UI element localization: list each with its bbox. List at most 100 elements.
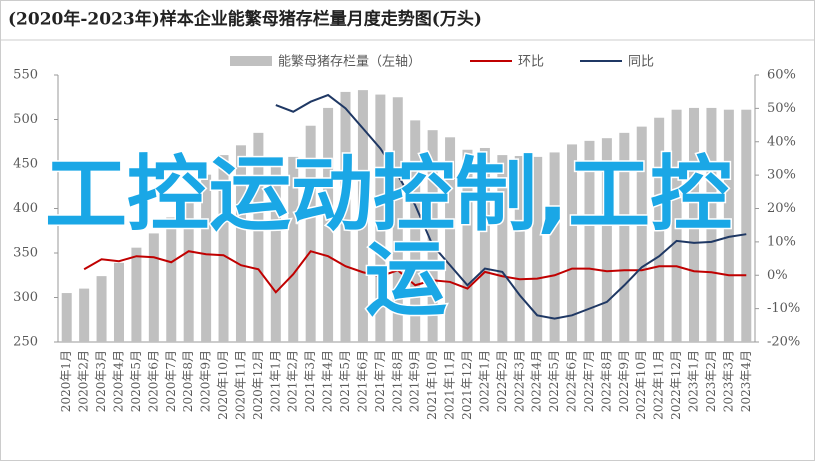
bar <box>689 107 700 343</box>
x-tick-label: 2021年2月 <box>286 350 300 412</box>
y2-tick-label: 0% <box>767 268 788 283</box>
bar <box>79 288 90 342</box>
line <box>83 250 747 294</box>
x-tick-label: 2021年10月 <box>425 350 439 420</box>
y-tick-label: 450 <box>13 157 38 172</box>
x-tick-label: 2022年10月 <box>634 350 648 420</box>
x-tick-label: 2020年7月 <box>164 350 178 412</box>
bar <box>201 174 212 342</box>
bar <box>654 117 665 342</box>
bar <box>270 156 281 342</box>
x-tick-label: 2021年12月 <box>460 350 474 420</box>
x-tick-label: 2021年7月 <box>373 350 387 412</box>
x-tick-label: 2022年3月 <box>512 350 526 412</box>
y-tick-label: 300 <box>13 290 38 305</box>
y2-tick-label: 40% <box>767 134 796 149</box>
x-tick-label: 2021年4月 <box>321 350 335 412</box>
bar <box>131 247 142 342</box>
x-tick-label: 2021年1月 <box>268 350 282 412</box>
bar <box>723 109 734 343</box>
bar <box>584 140 595 342</box>
bar <box>148 233 159 342</box>
x-tick-label: 2020年1月 <box>59 350 73 412</box>
x-tick-label: 2023年2月 <box>704 350 718 412</box>
bar <box>601 138 612 342</box>
bar <box>340 91 351 342</box>
bar <box>636 126 647 343</box>
bar <box>549 152 560 342</box>
line <box>275 93 747 320</box>
watermark: 运 <box>365 232 447 327</box>
x-tick-label: 2020年4月 <box>111 350 125 412</box>
x-tick-label: 2022年4月 <box>530 350 544 412</box>
bar <box>514 155 525 342</box>
x-tick-label: 2023年4月 <box>739 350 753 412</box>
y2-tick-label: 30% <box>767 168 796 183</box>
bar <box>323 107 334 343</box>
bar <box>288 156 299 342</box>
x-tick-label: 2021年9月 <box>408 350 422 412</box>
x-tick-label: 2020年11月 <box>233 350 247 420</box>
x-tick-label: 2022年1月 <box>477 350 491 412</box>
bar <box>619 132 630 342</box>
bar <box>567 144 578 342</box>
x-tick-label: 2022年12月 <box>669 350 683 420</box>
y2-tick-label: 20% <box>767 201 796 216</box>
x-tick-label: 2020年2月 <box>77 350 91 412</box>
x-tick-label: 2021年8月 <box>390 350 404 412</box>
bar <box>305 125 316 342</box>
bar <box>218 155 229 342</box>
bar <box>445 137 456 342</box>
x-tick-label: 2021年5月 <box>338 350 352 412</box>
x-tick-label: 2022年7月 <box>582 350 596 412</box>
bar <box>410 120 421 342</box>
watermark: 工控运动控制,工控 <box>45 147 732 242</box>
x-tick-label: 2022年8月 <box>599 350 613 412</box>
bar <box>357 90 368 342</box>
bar <box>392 97 403 342</box>
x-tick-label: 2022年6月 <box>565 350 579 412</box>
chart-title: (2020年-2023年)样本企业能繁母猪存栏量月度走势图(万头) <box>8 9 482 30</box>
bar <box>253 132 264 342</box>
bar <box>706 107 717 343</box>
bar <box>741 109 752 343</box>
bar <box>61 293 72 342</box>
x-tick-label: 2023年3月 <box>721 350 735 412</box>
x-tick-label: 2022年9月 <box>617 350 631 412</box>
bar <box>96 276 107 342</box>
x-tick-label: 2020年5月 <box>129 350 143 412</box>
bar <box>532 156 543 342</box>
y2-tick-label: 10% <box>767 234 796 249</box>
y2-tick-label: -10% <box>767 301 800 316</box>
x-tick-label: 2022年2月 <box>495 350 509 412</box>
y2-tick-label: -20% <box>767 335 800 350</box>
x-tick-label: 2022年11月 <box>652 350 666 420</box>
x-tick-label: 2021年3月 <box>303 350 317 412</box>
x-tick-label: 2021年6月 <box>355 350 369 412</box>
bar <box>497 155 508 342</box>
legend-label: 环比 <box>518 55 544 70</box>
legend-label: 同比 <box>628 55 654 70</box>
bar <box>375 94 386 342</box>
bar <box>427 130 438 342</box>
legend-swatch <box>230 56 272 66</box>
y-tick-label: 250 <box>13 335 38 350</box>
x-tick-label: 2023年1月 <box>687 350 701 412</box>
bar <box>462 149 473 342</box>
x-tick-label: 2020年3月 <box>94 350 108 412</box>
y2-tick-label: 60% <box>767 68 796 83</box>
bar <box>235 145 246 342</box>
x-tick-label: 2022年5月 <box>547 350 561 412</box>
bar <box>113 262 124 342</box>
bar <box>183 197 194 342</box>
y-tick-label: 500 <box>13 112 38 127</box>
x-tick-label: 2020年6月 <box>146 350 160 412</box>
y-tick-label: 550 <box>13 68 38 83</box>
x-tick-label: 2020年10月 <box>216 350 230 420</box>
y-tick-label: 400 <box>13 201 38 216</box>
x-tick-label: 2020年8月 <box>181 350 195 412</box>
bar <box>479 147 490 342</box>
x-tick-label: 2020年12月 <box>251 350 265 420</box>
x-tick-label: 2020年9月 <box>199 350 213 412</box>
